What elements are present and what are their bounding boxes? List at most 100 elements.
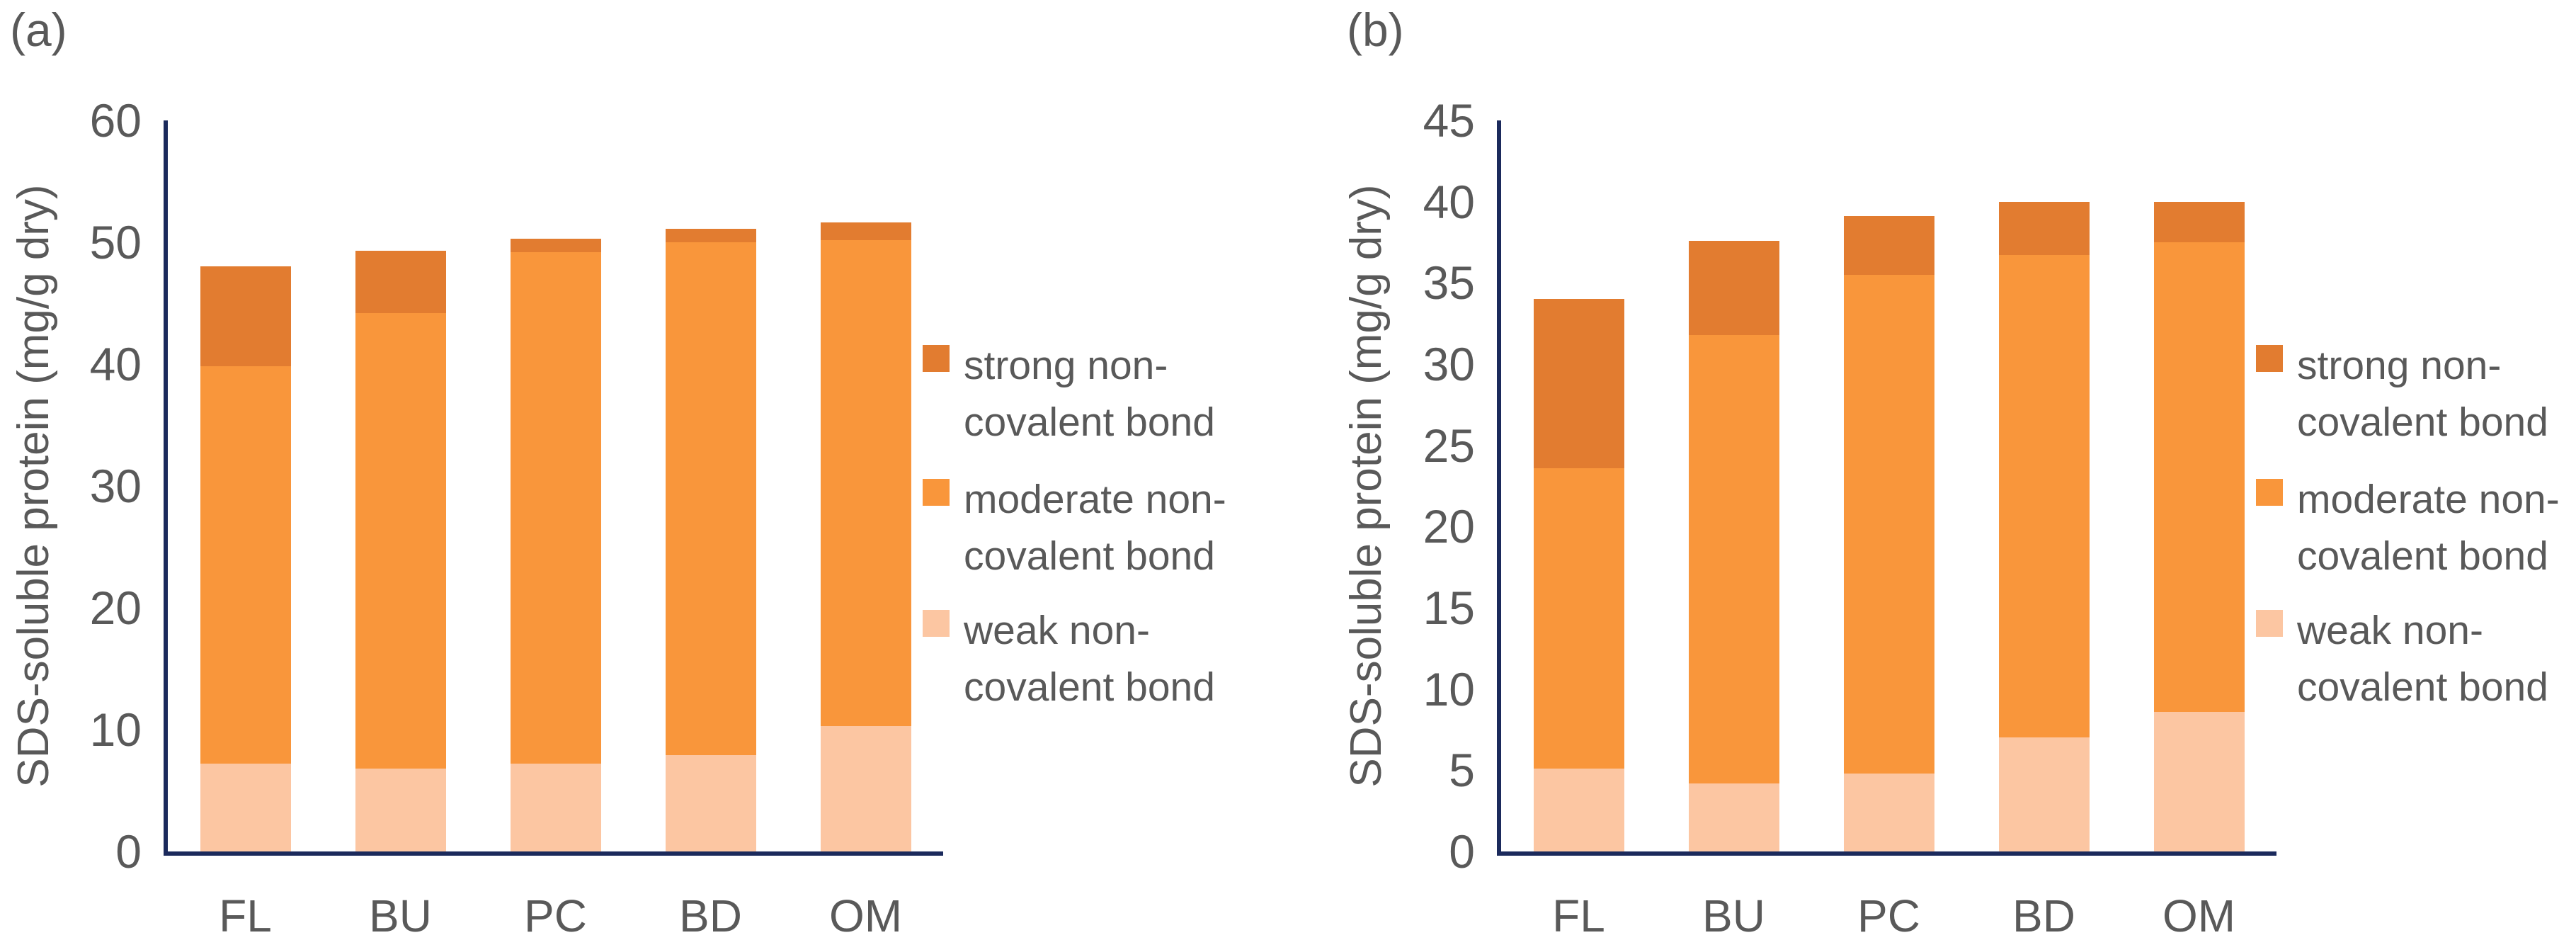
bar-segment-moderate — [510, 251, 601, 764]
y-tick-label: 40 — [89, 338, 142, 390]
legend-swatch — [923, 345, 950, 372]
legend-swatch — [2256, 610, 2283, 637]
legend-label-line: strong non- — [2297, 343, 2502, 388]
bar-segment-weak — [1688, 783, 1779, 851]
bar-segment-moderate — [200, 366, 291, 764]
y-tick-label: 45 — [1423, 94, 1475, 147]
legend-swatch — [923, 479, 950, 506]
bar-segment-moderate — [1688, 334, 1779, 783]
x-tick-label: BD — [2012, 890, 2075, 940]
bar-segment-weak — [820, 725, 911, 851]
bar-segment-moderate — [355, 312, 446, 769]
bar-segment-weak — [355, 769, 446, 851]
panel-label: (a) — [10, 4, 67, 56]
y-tick-label: 10 — [1423, 662, 1475, 715]
bar-segment-weak — [1843, 773, 1934, 851]
legend-label-line: weak non- — [964, 608, 1150, 653]
y-tick-label: 20 — [1423, 500, 1475, 553]
bar-segment-strong — [510, 238, 601, 252]
bar-segment-strong — [820, 222, 911, 240]
bar-segment-strong — [1533, 299, 1624, 468]
legend-label-line: strong non- — [964, 343, 1168, 388]
bar-OM — [2153, 120, 2245, 851]
legend-label-line: covalent bond — [2297, 533, 2548, 579]
legend-label: strong non-covalent bond — [964, 337, 1215, 451]
y-tick-label: 35 — [1423, 256, 1475, 310]
y-tick-label: 15 — [1423, 582, 1475, 634]
y-tick-label: 30 — [1423, 338, 1475, 390]
legend-swatch — [2256, 479, 2283, 506]
bar-FL — [1533, 120, 1624, 851]
legend-swatch — [923, 610, 950, 637]
bar-segment-strong — [1998, 201, 2090, 256]
bar-PC — [510, 120, 601, 851]
x-tick-label: OM — [828, 890, 903, 940]
bar-PC — [1843, 120, 1934, 851]
x-tick-label: FL — [1552, 890, 1605, 940]
bar-segment-strong — [355, 251, 446, 313]
bar-segment-moderate — [1533, 468, 1624, 769]
y-axis-line — [164, 120, 168, 856]
y-tick-label: 10 — [89, 703, 142, 756]
bar-BU — [355, 120, 446, 851]
bar-segment-moderate — [820, 239, 911, 726]
legend-label: moderate non-covalent bond — [2297, 471, 2560, 584]
x-axis-line — [164, 851, 943, 856]
y-axis-line — [1497, 120, 1501, 856]
y-tick-label: 60 — [89, 94, 142, 147]
bar-segment-moderate — [1998, 255, 2090, 738]
bar-FL — [200, 120, 291, 851]
legend-item-moderate: moderate non-covalent bond — [923, 471, 1226, 584]
bar-segment-weak — [1998, 737, 2090, 851]
bar-segment-strong — [1688, 240, 1779, 335]
y-tick-label: 40 — [1423, 175, 1475, 228]
legend-label-line: covalent bond — [2297, 400, 2548, 445]
x-axis-line — [1497, 851, 2276, 856]
bar-OM — [820, 120, 911, 851]
bar-segment-weak — [2153, 711, 2245, 851]
legend-label-line: covalent bond — [964, 533, 1215, 579]
bar-segment-moderate — [665, 242, 756, 756]
legend-item-weak: weak non-covalent bond — [923, 602, 1215, 715]
bar-segment-weak — [510, 764, 601, 851]
bar-segment-weak — [665, 755, 756, 851]
y-tick-label: 50 — [89, 216, 142, 268]
legend-label-line: weak non- — [2297, 608, 2483, 653]
y-tick-label: 0 — [1449, 825, 1475, 878]
y-tick-label: 5 — [1449, 744, 1475, 797]
legend-item-strong: strong non-covalent bond — [2256, 337, 2548, 451]
bar-segment-moderate — [2153, 242, 2245, 712]
x-tick-label: OM — [2162, 890, 2236, 940]
y-tick-label: 25 — [1423, 419, 1475, 472]
legend-label-line: covalent bond — [2297, 664, 2548, 710]
bar-BU — [1688, 120, 1779, 851]
x-tick-label: FL — [219, 890, 272, 940]
bar-BD — [1998, 120, 2090, 851]
legend-label-line: moderate non- — [964, 477, 1226, 522]
legend-item-strong: strong non-covalent bond — [923, 337, 1215, 451]
bar-segment-strong — [665, 229, 756, 242]
bar-segment-strong — [2153, 201, 2245, 242]
legend-item-weak: weak non-covalent bond — [2256, 602, 2548, 715]
legend-swatch — [2256, 345, 2283, 372]
bar-segment-strong — [200, 266, 291, 367]
legend-label: strong non-covalent bond — [2297, 337, 2548, 451]
bar-segment-moderate — [1843, 274, 1934, 774]
y-tick-label: 30 — [89, 460, 142, 512]
x-tick-label: PC — [524, 890, 587, 940]
legend-label: weak non-covalent bond — [2297, 602, 2548, 715]
bar-segment-weak — [1533, 769, 1624, 851]
bar-BD — [665, 120, 756, 851]
bar-segment-strong — [1843, 216, 1934, 275]
legend-label: moderate non-covalent bond — [964, 471, 1226, 584]
y-tick-label: 20 — [89, 582, 142, 634]
panel-label: (b) — [1347, 4, 1404, 56]
legend-label: weak non-covalent bond — [964, 602, 1215, 715]
legend-label-line: moderate non- — [2297, 477, 2560, 522]
x-tick-label: PC — [1857, 890, 1920, 940]
y-tick-label: 0 — [115, 825, 142, 878]
x-tick-label: BD — [679, 890, 742, 940]
x-tick-label: BU — [1702, 890, 1765, 940]
legend-label-line: covalent bond — [964, 400, 1215, 445]
